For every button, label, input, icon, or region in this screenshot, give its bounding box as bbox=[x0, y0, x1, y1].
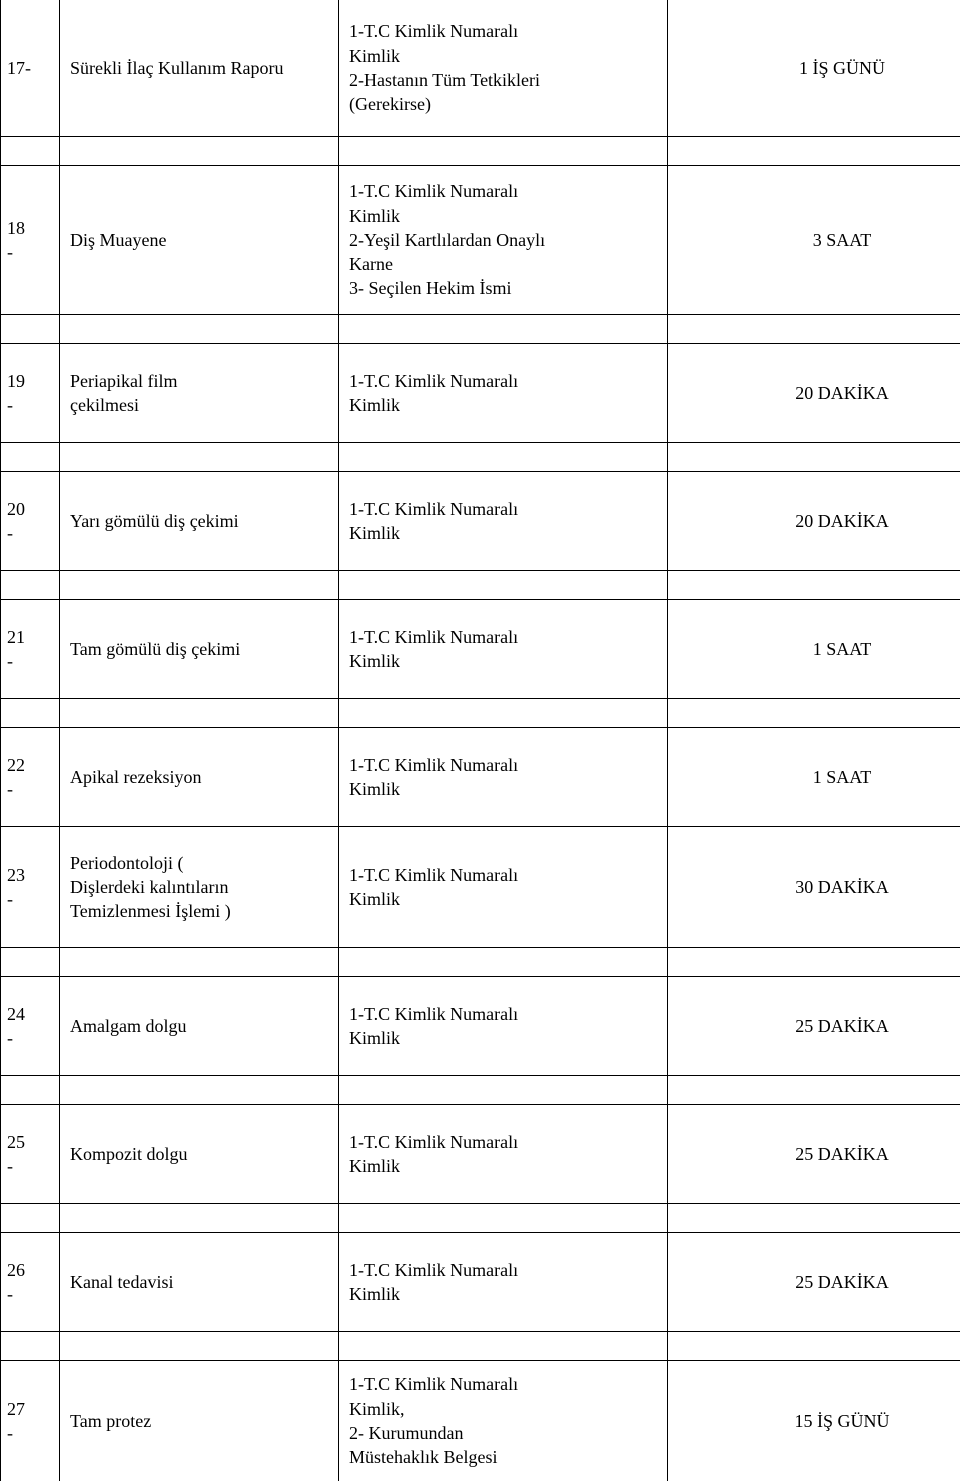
duration: 20 DAKİKA bbox=[668, 472, 960, 571]
table-row: 27 -Tam protez1-T.C Kimlik Numaralı Kiml… bbox=[1, 1361, 960, 1481]
service-name: Yarı gömülü diş çekimi bbox=[60, 472, 339, 571]
table-row: 19 -Periapikal film çekilmesi1-T.C Kimli… bbox=[1, 344, 960, 443]
service-name: Tam protez bbox=[60, 1361, 339, 1481]
requirements: 1-T.C Kimlik Numaralı Kimlik bbox=[339, 1233, 668, 1332]
duration: 1 SAAT bbox=[668, 728, 960, 827]
table-row: 21 -Tam gömülü diş çekimi1-T.C Kimlik Nu… bbox=[1, 600, 960, 699]
service-name: Kompozit dolgu bbox=[60, 1105, 339, 1204]
duration: 1 SAAT bbox=[668, 600, 960, 699]
requirements: 1-T.C Kimlik Numaralı Kimlik bbox=[339, 1105, 668, 1204]
row-number: 25 - bbox=[1, 1105, 60, 1204]
requirements: 1-T.C Kimlik Numaralı Kimlik bbox=[339, 600, 668, 699]
service-name: Diş Muayene bbox=[60, 166, 339, 315]
duration: 30 DAKİKA bbox=[668, 827, 960, 948]
duration: 25 DAKİKA bbox=[668, 977, 960, 1076]
service-name: Tam gömülü diş çekimi bbox=[60, 600, 339, 699]
table-row: 17-Sürekli İlaç Kullanım Raporu1-T.C Kim… bbox=[1, 0, 960, 137]
table-row: 20 -Yarı gömülü diş çekimi1-T.C Kimlik N… bbox=[1, 472, 960, 571]
requirements: 1-T.C Kimlik Numaralı Kimlik bbox=[339, 827, 668, 948]
row-number: 18 - bbox=[1, 166, 60, 315]
requirements: 1-T.C Kimlik Numaralı Kimlik 2-Hastanın … bbox=[339, 0, 668, 137]
row-number: 27 - bbox=[1, 1361, 60, 1481]
table-row: 24 -Amalgam dolgu1-T.C Kimlik Numaralı K… bbox=[1, 977, 960, 1076]
requirements: 1-T.C Kimlik Numaralı Kimlik bbox=[339, 472, 668, 571]
row-number: 19 - bbox=[1, 344, 60, 443]
duration: 1 İŞ GÜNÜ bbox=[668, 0, 960, 137]
gap-row bbox=[1, 137, 960, 166]
gap-row bbox=[1, 948, 960, 977]
gap-row bbox=[1, 1204, 960, 1233]
gap-row bbox=[1, 699, 960, 728]
duration: 15 İŞ GÜNÜ bbox=[668, 1361, 960, 1481]
duration: 20 DAKİKA bbox=[668, 344, 960, 443]
service-name: Amalgam dolgu bbox=[60, 977, 339, 1076]
row-number: 17- bbox=[1, 0, 60, 137]
service-name: Sürekli İlaç Kullanım Raporu bbox=[60, 0, 339, 137]
row-number: 21 - bbox=[1, 600, 60, 699]
gap-row bbox=[1, 1332, 960, 1361]
service-name: Apikal rezeksiyon bbox=[60, 728, 339, 827]
services-tbody: 17-Sürekli İlaç Kullanım Raporu1-T.C Kim… bbox=[1, 0, 960, 1481]
row-number: 20 - bbox=[1, 472, 60, 571]
requirements: 1-T.C Kimlik Numaralı Kimlik bbox=[339, 977, 668, 1076]
duration: 25 DAKİKA bbox=[668, 1105, 960, 1204]
row-number: 24 - bbox=[1, 977, 60, 1076]
row-number: 26 - bbox=[1, 1233, 60, 1332]
row-number: 22 - bbox=[1, 728, 60, 827]
table-row: 18 -Diş Muayene1-T.C Kimlik Numaralı Kim… bbox=[1, 166, 960, 315]
duration: 3 SAAT bbox=[668, 166, 960, 315]
table-row: 26 -Kanal tedavisi1-T.C Kimlik Numaralı … bbox=[1, 1233, 960, 1332]
services-table: 17-Sürekli İlaç Kullanım Raporu1-T.C Kim… bbox=[0, 0, 960, 1481]
service-name: Periapikal film çekilmesi bbox=[60, 344, 339, 443]
service-name: Kanal tedavisi bbox=[60, 1233, 339, 1332]
gap-row bbox=[1, 443, 960, 472]
gap-row bbox=[1, 571, 960, 600]
gap-row bbox=[1, 1076, 960, 1105]
requirements: 1-T.C Kimlik Numaralı Kimlik, 2- Kurumun… bbox=[339, 1361, 668, 1481]
requirements: 1-T.C Kimlik Numaralı Kimlik 2-Yeşil Kar… bbox=[339, 166, 668, 315]
table-row: 25 -Kompozit dolgu1-T.C Kimlik Numaralı … bbox=[1, 1105, 960, 1204]
requirements: 1-T.C Kimlik Numaralı Kimlik bbox=[339, 344, 668, 443]
gap-row bbox=[1, 315, 960, 344]
duration: 25 DAKİKA bbox=[668, 1233, 960, 1332]
requirements: 1-T.C Kimlik Numaralı Kimlik bbox=[339, 728, 668, 827]
service-name: Periodontoloji ( Dişlerdeki kalıntıların… bbox=[60, 827, 339, 948]
table-row: 22 -Apikal rezeksiyon1-T.C Kimlik Numara… bbox=[1, 728, 960, 827]
table-row: 23 - Periodontoloji ( Dişlerdeki kalıntı… bbox=[1, 827, 960, 948]
row-number: 23 - bbox=[1, 827, 60, 948]
